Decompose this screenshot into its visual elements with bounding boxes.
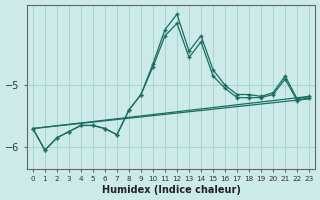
- X-axis label: Humidex (Indice chaleur): Humidex (Indice chaleur): [101, 185, 240, 195]
